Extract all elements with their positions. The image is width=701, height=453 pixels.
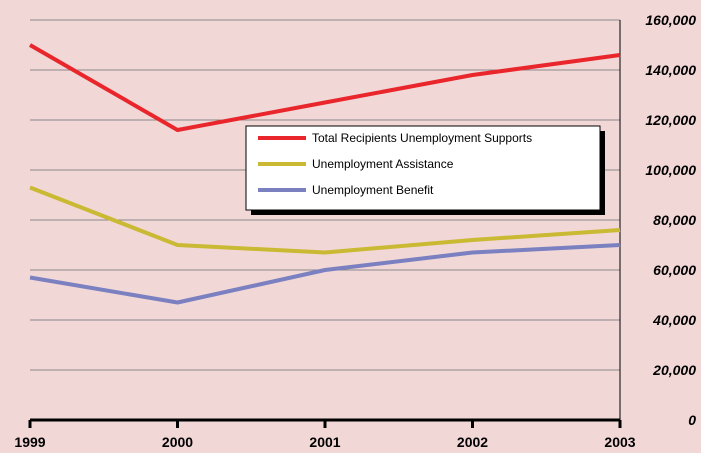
- series-lines: [29, 43, 621, 305]
- y-tick-labels: 0 20,000 40,000 60,000 80,000 100,000 120,000 1…: [645, 12, 696, 428]
- y-tick-label: 100,000: [645, 162, 696, 178]
- series-line: [29, 185, 621, 255]
- x-tick-labels: 1999 2000 2001 2002 2003: [14, 434, 635, 450]
- y-tick-label: 120,000: [645, 112, 696, 128]
- x-tick-label: 2001: [309, 434, 340, 450]
- x-tick-label: 2000: [162, 434, 193, 450]
- x-tick-label: 2003: [604, 434, 635, 450]
- y-tick-label: 160,000: [645, 12, 696, 28]
- x-tick-label: 2002: [457, 434, 488, 450]
- axes: [28, 20, 622, 428]
- legend-label: Unemployment Assistance: [312, 157, 454, 171]
- legend-label: Total Recipients Unemployment Supports: [312, 131, 532, 145]
- legend: Total Recipients Unemployment Supports Un…: [245, 125, 605, 215]
- y-tick-label: 40,000: [652, 312, 696, 328]
- series-line: [29, 243, 621, 305]
- x-tick-label: 1999: [14, 434, 45, 450]
- y-tick-label: 60,000: [653, 262, 696, 278]
- y-tick-label: 20,000: [652, 362, 696, 378]
- legend-label: Unemployment Benefit: [312, 183, 434, 197]
- y-tick-label: 0: [688, 412, 696, 428]
- y-tick-label: 140,000: [645, 62, 696, 78]
- y-tick-label: 80,000: [653, 212, 696, 228]
- series-line: [29, 43, 621, 132]
